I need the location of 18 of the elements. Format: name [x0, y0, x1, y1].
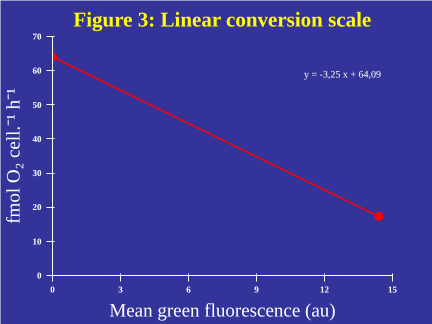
annotation: y = -3,25 x + 64,09 — [304, 70, 382, 80]
x-tick-label: 6 — [186, 284, 192, 294]
chart-title: Figure 3: Linear conversion scale — [73, 8, 372, 32]
x-tick-label: 0 — [50, 284, 56, 294]
x-tick-label: 12 — [320, 284, 330, 294]
y-tick-label: 70 — [32, 32, 42, 42]
y-tick-label: 40 — [32, 134, 42, 144]
y-axis-title: fmol O₂ cell.⁻¹ h⁻¹ — [4, 88, 24, 224]
y-tick-label: 10 — [32, 236, 42, 246]
y-tick-label: 50 — [32, 100, 42, 110]
y-tick-label: 30 — [32, 168, 42, 178]
x-axis-title: Mean green fluorescence (au) — [109, 300, 336, 322]
x-tick-label: 9 — [254, 284, 260, 294]
x-tick-label: 3 — [118, 284, 124, 294]
y-tick-label: 20 — [32, 202, 42, 212]
x-tick-label: 15 — [388, 284, 398, 294]
y-tick-label: 60 — [32, 66, 42, 76]
y-tick-label: 0 — [37, 270, 42, 280]
